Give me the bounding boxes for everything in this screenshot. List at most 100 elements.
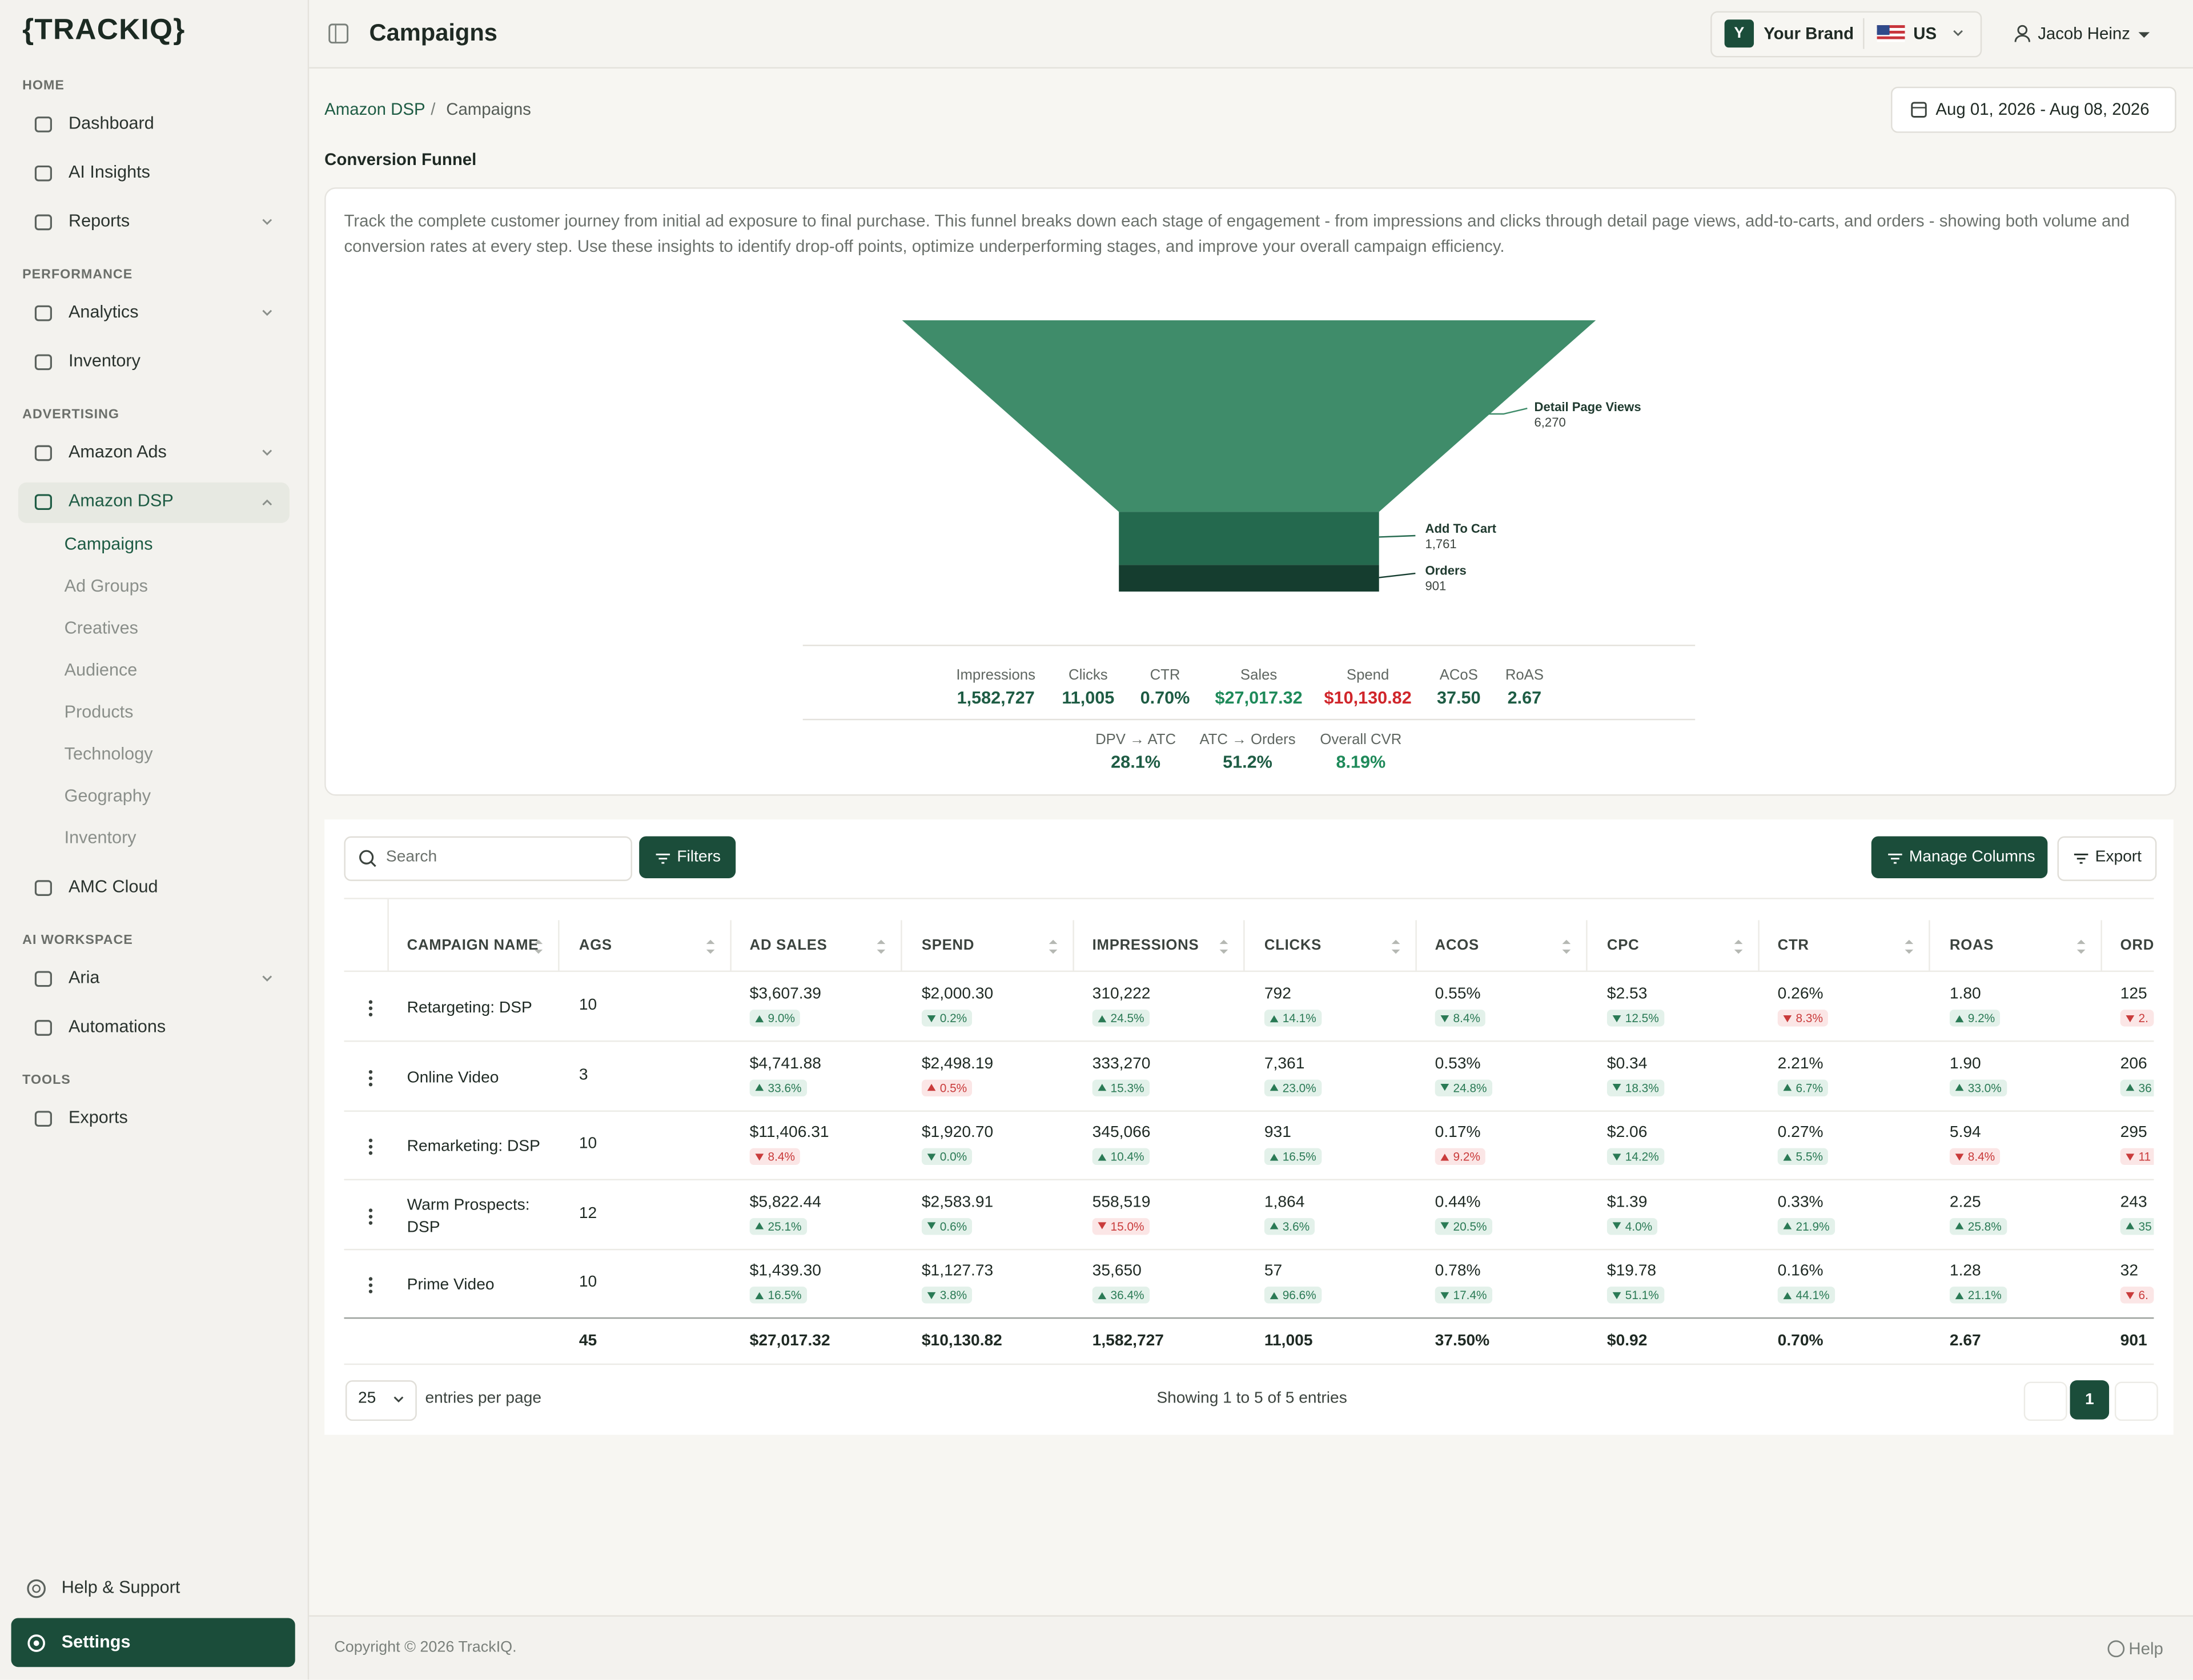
section-title: Conversion Funnel <box>324 150 477 170</box>
arrow <box>1783 1292 1792 1299</box>
nav-item[interactable]: Analytics <box>69 302 139 322</box>
metric-label: CTR <box>1150 667 1180 684</box>
prev-button[interactable] <box>2023 1381 2067 1421</box>
change-text: 36 <box>2138 1080 2152 1095</box>
nav-item[interactable]: Amazon DSP <box>69 491 174 511</box>
row-line <box>344 1110 2154 1111</box>
icon <box>1049 939 1058 954</box>
campaign-name[interactable]: Prime Video <box>407 1277 495 1295</box>
icon <box>368 1000 373 1016</box>
metric-label: Spend <box>1346 667 1389 684</box>
export-button-label: Export <box>2095 849 2142 866</box>
breadcrumb-link[interactable]: Amazon DSP <box>324 99 425 119</box>
campaign-name[interactable]: Remarketing: DSP <box>407 1138 540 1156</box>
user-name[interactable]: Jacob Heinz <box>2038 23 2130 43</box>
page-button[interactable]: 1 <box>2070 1380 2110 1420</box>
search-placeholder[interactable]: Search <box>385 849 437 866</box>
active-bg <box>18 482 290 523</box>
rate-value: 51.2% <box>1223 752 1272 772</box>
nav-subitem[interactable]: Creatives <box>64 618 138 638</box>
cell-value: $19.78 <box>1606 1263 1657 1280</box>
nav-item[interactable]: Automations <box>69 1016 166 1036</box>
nav-item[interactable]: Dashboard <box>69 113 154 133</box>
nav-item[interactable]: Inventory <box>69 351 140 371</box>
icon <box>262 499 272 506</box>
metric-label: Clicks <box>1069 667 1108 684</box>
icon <box>368 1277 373 1294</box>
change-badge: 16.5% <box>1264 1148 1322 1165</box>
change-badge: 20.5% <box>1435 1217 1493 1235</box>
nav-item[interactable]: Amazon Ads <box>69 441 167 462</box>
section-title: HOME <box>22 78 65 94</box>
change-text: 14.2% <box>1625 1150 1659 1164</box>
change-text: 15.3% <box>1110 1080 1144 1095</box>
date-range[interactable]: Aug 01, 2026 - Aug 08, 2026 <box>1935 99 2150 119</box>
row-line <box>344 1179 2154 1181</box>
sidebar <box>0 0 310 1680</box>
header-sep <box>1929 920 1930 972</box>
campaign-name[interactable]: Retargeting: DSP <box>407 1000 532 1017</box>
arrow <box>2126 1223 2135 1230</box>
change-text: 3.6% <box>1282 1219 1310 1233</box>
filters-button[interactable] <box>639 836 736 878</box>
column-header: CLICKS <box>1264 937 1322 954</box>
cell-value: 345,066 <box>1092 1124 1151 1142</box>
manage-columns-button[interactable] <box>1871 836 2048 878</box>
total-cell: 0.70% <box>1777 1332 1824 1350</box>
icon <box>262 310 272 316</box>
nav-item[interactable]: Aria <box>69 967 100 987</box>
cell-value: 1.90 <box>1949 1055 1981 1072</box>
campaign-name[interactable]: Warm Prospects: DSP <box>407 1196 530 1236</box>
header-sep <box>2100 920 2102 972</box>
arrow <box>2126 1153 2135 1160</box>
next-button[interactable] <box>2114 1381 2158 1421</box>
arrow <box>1098 1014 1107 1022</box>
nav-item[interactable]: AI Insights <box>69 162 150 182</box>
cell-value: $2,498.19 <box>921 1055 994 1072</box>
cell-value: 0.53% <box>1435 1055 1481 1072</box>
export-button[interactable] <box>2057 836 2157 881</box>
campaign-name[interactable]: Online Video <box>407 1069 499 1086</box>
leader-line <box>1487 407 1528 415</box>
settings-link[interactable]: Settings <box>61 1631 131 1652</box>
nav-subitem[interactable]: Audience <box>64 660 138 680</box>
column-header: ACOS <box>1435 937 1479 954</box>
column-header: CPC <box>1606 937 1640 954</box>
icon <box>328 23 349 44</box>
ags-cell: 12 <box>579 1205 597 1222</box>
nav-subitem[interactable]: Technology <box>64 743 153 764</box>
cell-value: 2.21% <box>1777 1055 1824 1072</box>
icon <box>2074 853 2088 864</box>
change-badge: 25.1% <box>749 1217 808 1235</box>
icon <box>393 1396 404 1402</box>
nav-subitem[interactable]: Geography <box>64 786 151 806</box>
cell-value: 1.28 <box>1949 1263 1981 1280</box>
nav-subitem[interactable]: Inventory <box>64 827 136 848</box>
cell-value: 57 <box>1264 1263 1283 1280</box>
change-badge: 2. <box>2120 1010 2154 1027</box>
page-size[interactable]: 25 <box>358 1390 376 1407</box>
change-text: 15.0% <box>1110 1219 1144 1233</box>
arrow <box>1098 1223 1107 1230</box>
nav-item[interactable]: AMC Cloud <box>69 877 158 897</box>
cell-value: $2,583.91 <box>921 1193 994 1211</box>
help-link[interactable]: Help & Support <box>61 1577 180 1597</box>
change-text: 8.4% <box>1967 1150 1995 1164</box>
breadcrumb-sep: / <box>431 99 436 119</box>
nav-subitem[interactable]: Campaigns <box>64 534 153 554</box>
rate-label: Overall CVR <box>1320 731 1402 749</box>
header-sep <box>1415 920 1417 972</box>
cell-value: 243 <box>2120 1193 2147 1211</box>
change-text: 12.5% <box>1625 1011 1659 1026</box>
nav-item[interactable]: Reports <box>69 211 130 231</box>
metric-value: $27,017.32 <box>1215 688 1303 708</box>
nav-subitem[interactable]: Products <box>64 702 134 722</box>
nav-item[interactable]: Exports <box>69 1107 128 1127</box>
cell-value: 931 <box>1264 1124 1291 1142</box>
cell-value: 206 <box>2120 1055 2147 1072</box>
change-badge: 96.6% <box>1264 1287 1322 1304</box>
help-footer[interactable]: Help <box>2128 1639 2163 1659</box>
change-text: 25.8% <box>1967 1219 2002 1233</box>
nav-subitem[interactable]: Ad Groups <box>64 576 148 596</box>
change-text: 36.4% <box>1110 1288 1144 1303</box>
